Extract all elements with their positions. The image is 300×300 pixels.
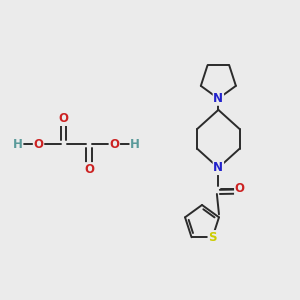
Text: H: H <box>130 138 140 151</box>
Text: O: O <box>34 138 44 151</box>
Text: S: S <box>208 231 217 244</box>
Text: N: N <box>213 161 224 174</box>
Text: O: O <box>84 163 94 176</box>
Text: O: O <box>109 138 119 151</box>
Text: O: O <box>59 112 69 125</box>
Text: H: H <box>13 138 23 151</box>
Text: O: O <box>235 182 245 195</box>
Text: N: N <box>213 92 224 105</box>
